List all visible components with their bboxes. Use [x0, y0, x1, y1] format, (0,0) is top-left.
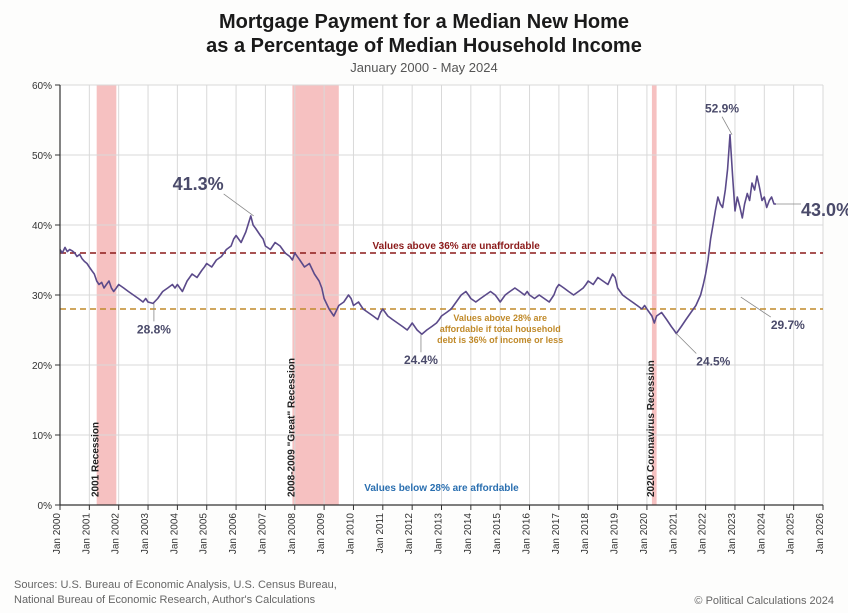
- svg-text:28.8%: 28.8%: [137, 322, 171, 336]
- line-chart: 0% 10% 20% 30% 40% 50% 60% Jan 2000 Jan 2001 Jan …: [0, 75, 848, 565]
- svg-text:29.7%: 29.7%: [771, 318, 805, 332]
- svg-text:debt is 36% of income or less: debt is 36% of income or less: [437, 335, 563, 345]
- svg-text:2008-2009 "Great" Recession: 2008-2009 "Great" Recession: [286, 358, 297, 497]
- svg-text:Values below 28% are affordabl: Values below 28% are affordable: [364, 483, 519, 494]
- svg-text:40%: 40%: [32, 221, 52, 232]
- svg-text:Jan 2005: Jan 2005: [199, 513, 210, 555]
- svg-text:Jan 2026: Jan 2026: [815, 513, 826, 555]
- svg-text:Jan 2022: Jan 2022: [698, 513, 709, 555]
- svg-text:Jan 2010: Jan 2010: [345, 513, 356, 555]
- svg-text:Jan 2017: Jan 2017: [551, 513, 562, 555]
- svg-text:Jan 2018: Jan 2018: [580, 513, 591, 555]
- svg-text:Jan 2015: Jan 2015: [492, 513, 503, 555]
- svg-text:Jan 2000: Jan 2000: [52, 513, 63, 555]
- svg-text:Values above 36% are unafforda: Values above 36% are unaffordable: [373, 241, 541, 252]
- svg-text:Jan 2025: Jan 2025: [786, 513, 797, 555]
- svg-text:20%: 20%: [32, 361, 52, 372]
- svg-text:50%: 50%: [32, 151, 52, 162]
- chart-title-2: as a Percentage of Median Household Inco…: [0, 34, 848, 58]
- svg-text:Jan 2021: Jan 2021: [668, 513, 679, 555]
- svg-text:2020 Coronavirus Recession: 2020 Coronavirus Recession: [646, 360, 657, 497]
- svg-text:Jan 2020: Jan 2020: [639, 513, 650, 555]
- svg-text:Jan 2014: Jan 2014: [463, 513, 474, 555]
- svg-text:Jan 2004: Jan 2004: [169, 513, 180, 555]
- svg-text:24.5%: 24.5%: [696, 355, 730, 369]
- svg-text:10%: 10%: [32, 431, 52, 442]
- chart-title-1: Mortgage Payment for a Median New Home: [0, 0, 848, 34]
- footer-copyright: © Political Calculations 2024: [694, 595, 834, 607]
- svg-text:Jan 2008: Jan 2008: [287, 513, 298, 555]
- svg-text:Jan 2013: Jan 2013: [434, 513, 445, 555]
- svg-text:24.4%: 24.4%: [404, 353, 438, 367]
- svg-text:Jan 2011: Jan 2011: [375, 513, 386, 554]
- svg-text:52.9%: 52.9%: [705, 102, 739, 116]
- svg-text:Jan 2009: Jan 2009: [316, 513, 327, 555]
- svg-text:Jan 2012: Jan 2012: [404, 513, 415, 555]
- svg-text:Jan 2007: Jan 2007: [257, 513, 268, 555]
- svg-text:60%: 60%: [32, 81, 52, 92]
- svg-text:Jan 2023: Jan 2023: [727, 513, 738, 555]
- svg-text:0%: 0%: [38, 501, 53, 512]
- svg-text:Jan 2001: Jan 2001: [81, 513, 92, 555]
- svg-text:Jan 2024: Jan 2024: [756, 513, 767, 555]
- svg-text:Jan 2019: Jan 2019: [610, 513, 621, 555]
- svg-text:Jan 2002: Jan 2002: [111, 513, 122, 555]
- chart-subtitle: January 2000 - May 2024: [0, 60, 848, 75]
- chart-container: Mortgage Payment for a Median New Home a…: [0, 0, 848, 613]
- chart-footer: Sources: U.S. Bureau of Economic Analysi…: [14, 578, 834, 607]
- svg-text:Jan 2006: Jan 2006: [228, 513, 239, 555]
- svg-text:41.3%: 41.3%: [173, 174, 224, 194]
- footer-sources-2: National Bureau of Economic Research, Au…: [14, 593, 337, 607]
- svg-text:30%: 30%: [32, 291, 52, 302]
- footer-sources-1: Sources: U.S. Bureau of Economic Analysi…: [14, 578, 337, 592]
- svg-text:Jan 2003: Jan 2003: [140, 513, 151, 555]
- svg-text:43.0%: 43.0%: [801, 200, 848, 220]
- svg-text:Values above 28% are: Values above 28% are: [453, 313, 547, 323]
- svg-text:affordable if total household: affordable if total household: [440, 324, 561, 334]
- svg-text:Jan 2016: Jan 2016: [522, 513, 533, 555]
- svg-text:2001 Recession: 2001 Recession: [91, 422, 102, 497]
